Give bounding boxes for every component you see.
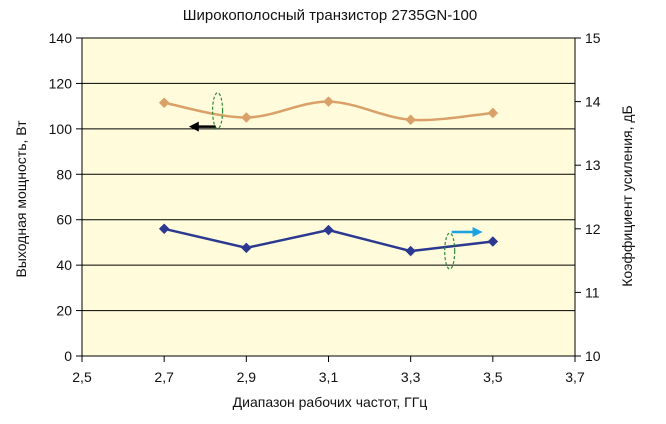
data-point xyxy=(240,242,252,254)
y-left-axis-title: Выходная мощность, Вт xyxy=(13,120,29,278)
x-tick-label: 3,3 xyxy=(401,369,421,385)
y-left-tick-label: 100 xyxy=(49,121,73,137)
data-point xyxy=(323,96,334,107)
y-right-tick-label: 15 xyxy=(585,30,601,46)
x-tick-label: 2,7 xyxy=(154,369,174,385)
y-right-tick-label: 12 xyxy=(585,221,601,237)
y-left-tick-label: 80 xyxy=(56,166,72,182)
data-point xyxy=(323,224,334,236)
y-left-tick-label: 120 xyxy=(49,75,73,91)
data-point xyxy=(487,107,499,119)
y-right-axis-title: Коэффициент усиления, дБ xyxy=(619,105,635,287)
x-tick-label: 3,7 xyxy=(565,369,585,385)
plot-area xyxy=(82,38,575,356)
data-point xyxy=(405,245,417,257)
x-axis-title: Диапазон рабочих частот, ГГц xyxy=(233,394,428,410)
y-right-tick-label: 13 xyxy=(585,157,601,173)
y-left-tick-label: 0 xyxy=(64,348,72,364)
x-tick-label: 3,1 xyxy=(319,369,339,385)
data-point xyxy=(158,223,170,235)
series-marker-ellipse-left xyxy=(211,92,224,130)
data-point xyxy=(158,97,170,109)
data-point xyxy=(405,114,417,126)
y-right-tick-label: 11 xyxy=(585,284,600,300)
series-marker-ellipse-right xyxy=(444,232,456,270)
x-tick-label: 3,5 xyxy=(483,369,503,385)
y-left-tick-label: 140 xyxy=(49,30,73,46)
arrow-right-head xyxy=(472,226,483,237)
y-left-tick-label: 40 xyxy=(56,257,72,273)
chart-title: Широкополосный транзистор 2735GN-100 xyxy=(183,7,477,24)
x-tick-label: 2,5 xyxy=(72,369,92,385)
y-right-tick-label: 10 xyxy=(585,348,601,364)
y-left-tick-label: 20 xyxy=(56,303,72,319)
y-left-tick-label: 60 xyxy=(56,212,72,228)
x-tick-label: 2,9 xyxy=(237,369,257,385)
y-right-tick-label: 14 xyxy=(585,94,601,110)
arrow-left-head xyxy=(188,121,199,132)
data-point xyxy=(487,236,499,247)
data-point xyxy=(240,112,252,123)
